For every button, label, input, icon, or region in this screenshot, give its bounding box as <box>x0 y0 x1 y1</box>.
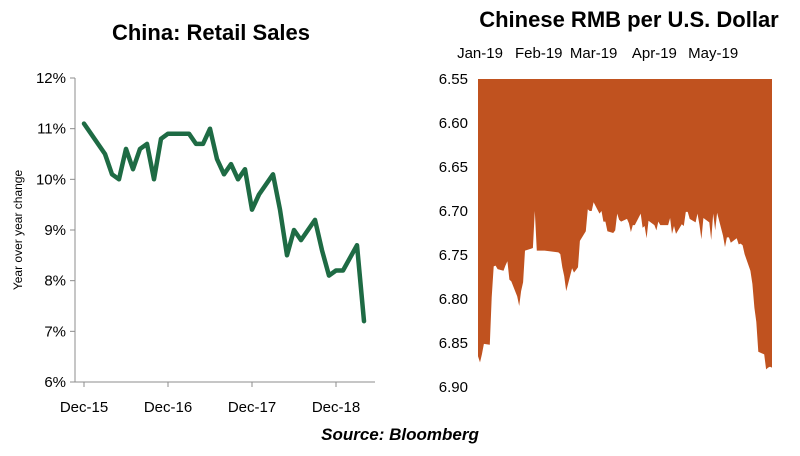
y-tick-label: 10% <box>36 171 66 188</box>
y-tick-label: 8% <box>44 273 66 290</box>
x-axis: Dec-15 Dec-16 Dec-17 Dec-18 <box>60 382 375 416</box>
x-tick-label: Jan-19 <box>457 45 503 62</box>
y-tick-label: 11% <box>37 121 66 138</box>
y-tick-label: 6.65 <box>439 159 468 176</box>
y-tick-label: 6.75 <box>439 247 468 264</box>
y-tick-label: 6.55 <box>439 71 468 88</box>
retail-sales-line <box>84 124 364 322</box>
y-tick-label: 6.85 <box>439 335 468 352</box>
y-tick-label: 12% <box>36 70 66 87</box>
retail-sales-chart: China: Retail Sales 6% 7% 8% 9% 10% 11% 12% De… <box>0 0 400 420</box>
x-tick-label: Dec-17 <box>228 399 276 416</box>
y-tick-label: 7% <box>44 323 66 340</box>
series-line-group <box>84 124 364 322</box>
y-tick-label: 6.70 <box>439 203 468 220</box>
y-axis-label: Year over year change <box>11 170 25 291</box>
chart-title: China: Retail Sales <box>112 20 310 45</box>
x-tick-label: Mar-19 <box>570 45 618 62</box>
x-tick-label: Dec-18 <box>312 399 360 416</box>
x-axis: Jan-19 Feb-19 Mar-19 Apr-19 May-19 <box>457 45 738 62</box>
y-tick-label: 9% <box>44 222 66 239</box>
x-tick-label: Dec-15 <box>60 399 108 416</box>
x-tick-label: Apr-19 <box>632 45 677 62</box>
y-tick-label: 6.80 <box>439 291 468 308</box>
y-tick-label: 6.60 <box>439 115 468 132</box>
y-axis: 6.55 6.60 6.65 6.70 6.75 6.80 6.85 6.90 <box>439 71 468 396</box>
y-tick-label: 6.90 <box>439 379 468 396</box>
series-area-group <box>478 79 772 369</box>
y-tick-label: 6% <box>44 374 66 391</box>
source-note: Source: Bloomberg <box>0 425 800 445</box>
x-tick-label: Dec-16 <box>144 399 192 416</box>
chart-title: Chinese RMB per U.S. Dollar <box>479 7 779 32</box>
y-axis: 6% 7% 8% 9% 10% 11% 12% <box>36 70 75 391</box>
rmb-area <box>478 79 772 369</box>
x-tick-label: May-19 <box>688 45 738 62</box>
x-tick-label: Feb-19 <box>515 45 563 62</box>
